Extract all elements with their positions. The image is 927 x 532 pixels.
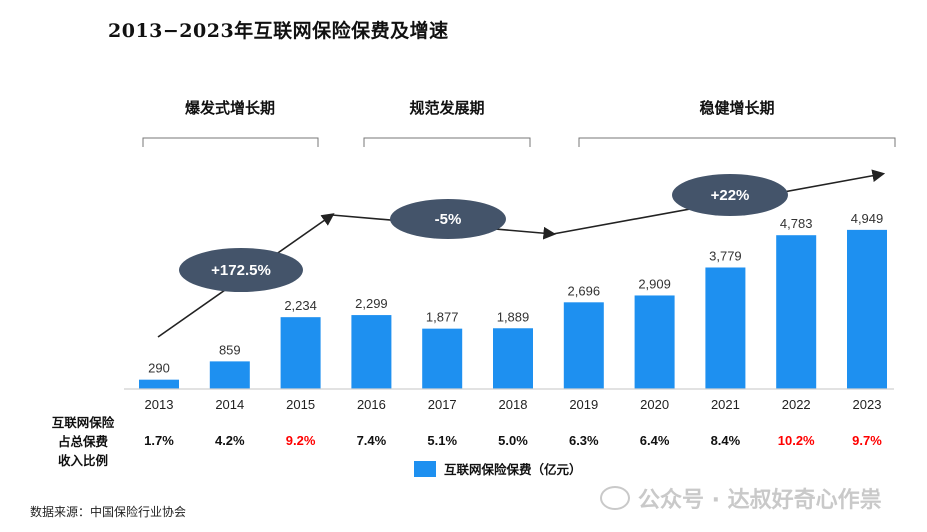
watermark: 公众号 · 达叔好奇心作祟: [600, 482, 882, 514]
phase-bracket: [578, 137, 896, 147]
bar-value-label: 4,949: [851, 211, 884, 226]
bar: [351, 315, 392, 389]
bar-value-label: 4,783: [780, 216, 813, 231]
x-tick-label: 2016: [357, 397, 386, 412]
bar: [280, 317, 321, 389]
bar: [776, 235, 817, 389]
bar: [493, 328, 533, 389]
share-value: 9.2%: [286, 433, 316, 448]
share-value: 6.4%: [640, 433, 670, 448]
x-tick-label: 2020: [640, 397, 669, 412]
phase-label: 爆发式增长期: [185, 99, 275, 117]
x-tick-label: 2018: [499, 397, 528, 412]
bar-value-label: 859: [219, 342, 241, 357]
source-note: 数据来源：中国保险行业协会: [30, 505, 187, 519]
legend-label: 互联网保险保费（亿元）: [444, 462, 582, 477]
x-tick-label: 2021: [711, 397, 740, 412]
x-tick-label: 2019: [569, 397, 598, 412]
phase-label: 稳健增长期: [699, 99, 774, 117]
share-value: 5.0%: [498, 433, 528, 448]
bar: [563, 302, 604, 389]
legend-swatch: [414, 460, 436, 477]
share-row-label-line: 占总保费: [57, 434, 108, 449]
share-value: 6.3%: [569, 433, 599, 448]
bar-value-label: 2,909: [638, 276, 671, 291]
bar-value-label: 2,299: [355, 296, 388, 311]
bar: [209, 361, 250, 389]
growth-ellipse-label: +22%: [711, 187, 750, 204]
growth-ellipse: [390, 199, 506, 239]
growth-ellipse-label: +172.5%: [211, 262, 271, 279]
share-value: 7.4%: [357, 433, 387, 448]
bar: [422, 328, 463, 389]
share-value: 4.2%: [215, 433, 245, 448]
bar-value-label: 2,234: [284, 298, 317, 313]
wechat-icon: [600, 486, 630, 510]
growth-ellipse: [672, 174, 788, 216]
bar-value-label: 1,877: [426, 310, 459, 325]
x-tick-label: 2015: [286, 397, 315, 412]
growth-ellipse: [179, 248, 303, 292]
x-tick-label: 2013: [145, 397, 174, 412]
share-row-label-line: 收入比例: [57, 453, 108, 468]
phase-bracket: [142, 137, 319, 147]
bar: [705, 267, 746, 389]
share-value: 8.4%: [711, 433, 741, 448]
bar: [634, 295, 675, 389]
phase-label: 规范发展期: [409, 99, 484, 117]
chart-title: 2013−2023年互联网保险保费及增速: [108, 20, 449, 42]
bar-value-label: 290: [148, 361, 170, 376]
share-value: 1.7%: [144, 433, 174, 448]
growth-ellipse-label: -5%: [435, 211, 462, 228]
x-tick-label: 2014: [215, 397, 244, 412]
x-tick-label: 2022: [782, 397, 811, 412]
share-value: 5.1%: [427, 433, 457, 448]
share-row-label: 互联网保险 占总保费 收入比例: [28, 413, 138, 470]
legend: 互联网保险保费（亿元）: [414, 459, 582, 478]
bar-value-label: 2,696: [568, 283, 601, 298]
bar: [847, 229, 887, 389]
x-tick-label: 2023: [853, 397, 882, 412]
bar-value-label: 1,889: [497, 309, 530, 324]
phase-bracket: [363, 137, 531, 147]
bar: [139, 379, 179, 389]
bar-value-label: 3,779: [709, 248, 742, 263]
share-value: 10.2%: [778, 433, 815, 448]
x-tick-label: 2017: [428, 397, 457, 412]
share-value: 9.7%: [852, 433, 882, 448]
share-row-label-line: 互联网保险: [51, 415, 115, 430]
watermark-text: 公众号 · 达叔好奇心作祟: [638, 488, 882, 513]
